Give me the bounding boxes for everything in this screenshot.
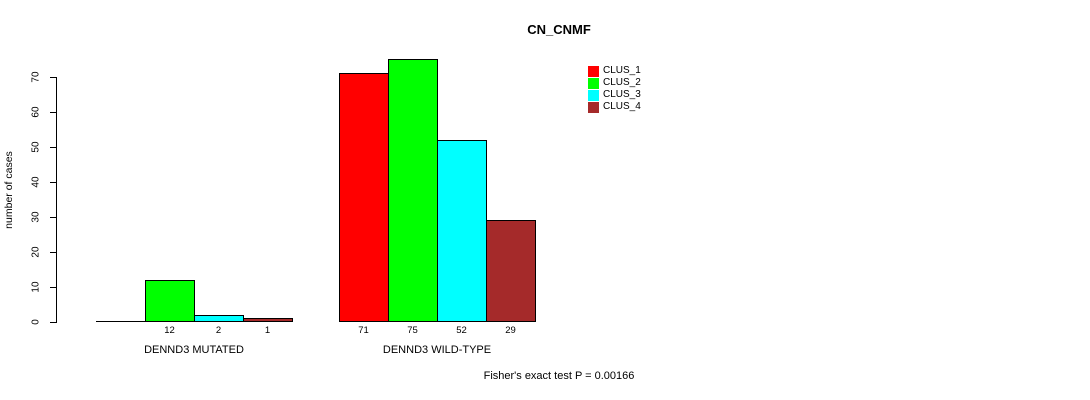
bar-value-label: 29 [505, 325, 516, 336]
y-axis-tick-label: 70 [30, 71, 42, 83]
chart-title: CN_CNMF [527, 22, 591, 37]
y-axis-tick-label: 50 [30, 141, 42, 153]
legend-item-clus_1: CLUS_1 [588, 65, 641, 77]
y-axis-tick [50, 252, 57, 253]
y-axis-tick-label: 0 [30, 319, 42, 325]
bar-clus_4 [243, 318, 293, 322]
bar-clus_3 [194, 315, 244, 322]
bar-value-label: 52 [456, 325, 467, 336]
y-axis-tick-label: 40 [30, 176, 42, 188]
bar-value-label: 1 [264, 325, 271, 336]
legend-item-clus_2: CLUS_2 [588, 77, 641, 89]
legend-item-clus_4: CLUS_4 [588, 101, 641, 113]
bar-value-label: 71 [358, 325, 369, 336]
legend-label: CLUS_3 [603, 89, 641, 100]
y-axis-tick [50, 77, 57, 78]
bar-value-label: 2 [215, 325, 222, 336]
y-axis-tick-label: 60 [30, 106, 42, 118]
bar-clus_1-zero [96, 321, 146, 322]
x-group-label: DENND3 MUTATED [144, 344, 244, 356]
y-axis-tick-label: 30 [30, 211, 42, 223]
legend-label: CLUS_4 [603, 101, 641, 112]
bar-clus_3 [437, 140, 487, 322]
legend-label: CLUS_1 [603, 65, 641, 76]
x-group-label: DENND3 WILD-TYPE [382, 344, 492, 356]
bar-clus_2 [145, 280, 195, 322]
y-axis-tick [50, 217, 57, 218]
bar-clus_2 [388, 59, 438, 322]
y-axis-tick [50, 182, 57, 183]
legend: CLUS_1 CLUS_2 CLUS_3 CLUS_4 [588, 65, 641, 113]
y-axis-tick [50, 322, 57, 323]
y-axis-tick-label: 10 [30, 281, 42, 293]
bar-value-label: 75 [407, 325, 418, 336]
y-axis-line [56, 77, 57, 323]
legend-swatch-clus_3 [588, 89, 599, 101]
y-axis-tick-label: 20 [30, 246, 42, 258]
legend-item-clus_3: CLUS_3 [588, 89, 641, 101]
legend-label: CLUS_2 [603, 77, 641, 88]
bar-clus_4 [486, 220, 536, 322]
y-axis-tick [50, 287, 57, 288]
legend-swatch-clus_1 [588, 65, 599, 77]
y-axis-tick [50, 112, 57, 113]
bar-value-label: 12 [164, 325, 175, 336]
fisher-test-annotation: Fisher's exact test P = 0.00166 [483, 370, 635, 382]
y-axis-tick [50, 147, 57, 148]
bar-clus_1 [339, 73, 389, 322]
legend-swatch-clus_2 [588, 77, 599, 89]
legend-swatch-clus_4 [588, 101, 599, 113]
y-axis-label: number of cases [3, 151, 15, 229]
